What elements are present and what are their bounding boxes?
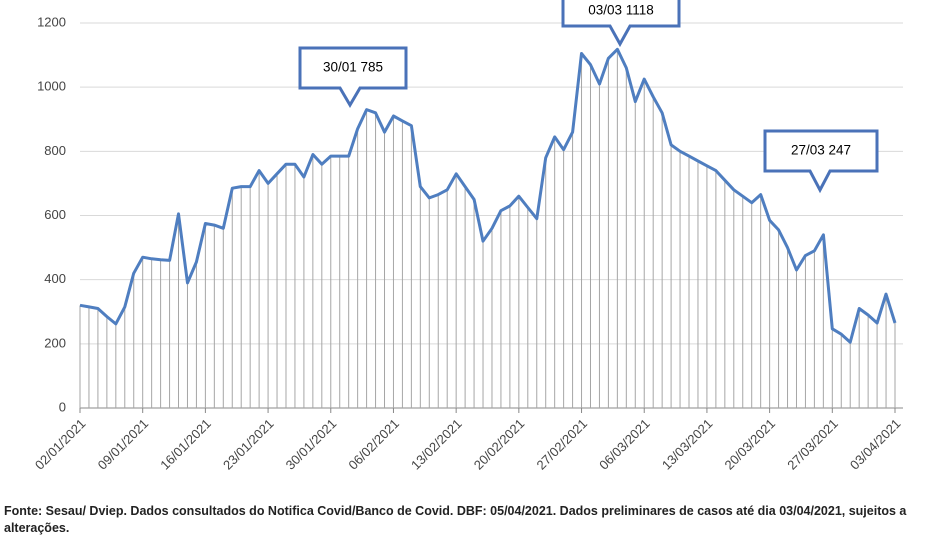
x-tick-label: 27/02/2021 [533,416,590,473]
x-tick-label: 02/01/2021 [32,416,89,473]
x-tick-label: 09/01/2021 [95,416,152,473]
x-tick-label: 13/03/2021 [659,416,716,473]
x-tick-label: 30/01/2021 [283,416,340,473]
y-tick-label: 400 [44,271,66,286]
y-tick-label: 600 [44,207,66,222]
series-line [79,47,897,344]
y-tick-label: 800 [44,143,66,158]
x-tick-label: 27/03/2021 [784,416,841,473]
x-tick-label: 06/02/2021 [345,416,402,473]
callout [763,129,879,194]
callout-label: 03/03 1118 [588,3,654,18]
y-tick-label: 200 [44,335,66,350]
y-tick-label: 0 [59,399,66,414]
x-tick-label: 06/03/2021 [596,416,653,473]
x-tick-label: 20/03/2021 [722,416,779,473]
callout [298,46,408,108]
x-tick-label: 20/02/2021 [471,416,528,473]
x-tick-label: 16/01/2021 [157,416,214,473]
source-note: Fonte: Sesau/ Dviep. Dados consultados d… [4,504,907,535]
callout [561,0,681,48]
y-tick-label: 1200 [37,14,66,29]
x-tick-label: 03/04/2021 [847,416,904,473]
x-tick-label: 13/02/2021 [408,416,465,473]
callout-label: 30/01 785 [323,60,383,75]
y-tick-label: 1000 [37,79,66,94]
x-tick-label: 23/01/2021 [220,416,277,473]
callout-label: 27/03 247 [791,143,851,158]
chart: 0 200 400 600 800 1000 1200 02/01/2021 09/01/202… [32,0,904,473]
